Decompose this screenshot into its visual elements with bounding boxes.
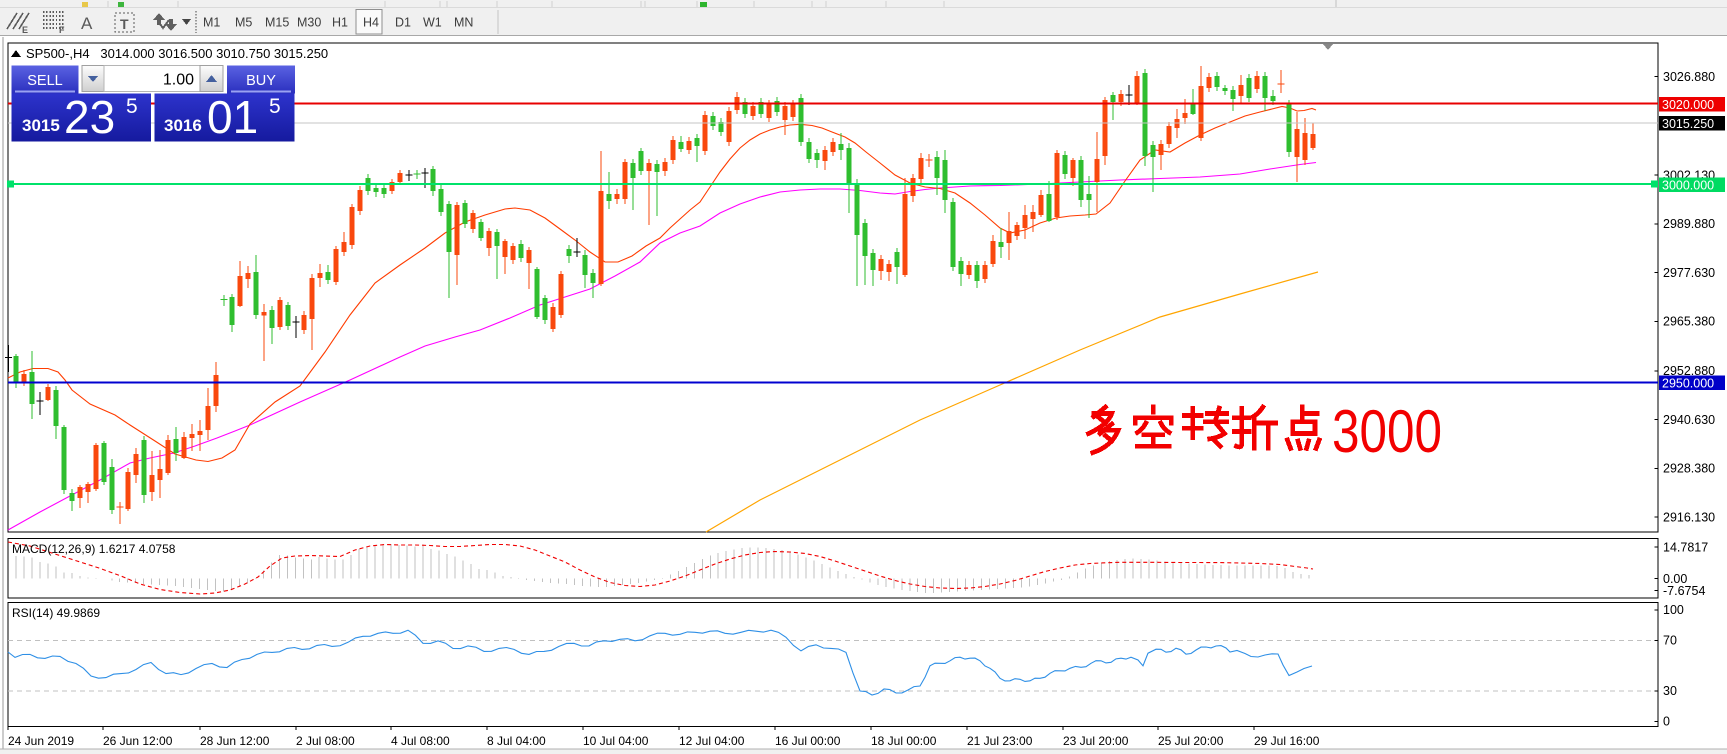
svg-text:RSI(14) 49.9869: RSI(14) 49.9869 — [12, 606, 100, 620]
svg-text:BUY: BUY — [246, 73, 276, 89]
svg-text:3000: 3000 — [1332, 398, 1442, 465]
svg-text:2989.880: 2989.880 — [1663, 217, 1715, 231]
svg-text:2952.880: 2952.880 — [1663, 364, 1715, 378]
svg-text:21 Jul 23:00: 21 Jul 23:00 — [967, 734, 1033, 748]
svg-text:SELL: SELL — [27, 73, 62, 89]
svg-text:M5: M5 — [235, 16, 252, 30]
svg-text:70: 70 — [1663, 634, 1677, 648]
svg-text:3000.000: 3000.000 — [1662, 178, 1714, 192]
svg-text:M1: M1 — [203, 16, 220, 30]
svg-text:W1: W1 — [423, 16, 442, 30]
svg-text:14.7817: 14.7817 — [1663, 540, 1708, 554]
svg-text:H4: H4 — [363, 16, 379, 30]
svg-text:M15: M15 — [265, 16, 289, 30]
svg-text:3015: 3015 — [22, 116, 60, 135]
svg-text:3026.880: 3026.880 — [1663, 70, 1715, 84]
svg-text:2977.630: 2977.630 — [1663, 266, 1715, 280]
svg-text:01: 01 — [207, 91, 258, 143]
svg-text:-7.6754: -7.6754 — [1663, 584, 1705, 598]
svg-text:2965.380: 2965.380 — [1663, 315, 1715, 329]
svg-text:26 Jun 12:00: 26 Jun 12:00 — [103, 734, 173, 748]
svg-text:A: A — [81, 14, 93, 33]
svg-text:D1: D1 — [395, 16, 411, 30]
svg-text:2 Jul 08:00: 2 Jul 08:00 — [296, 734, 355, 748]
svg-text:2916.130: 2916.130 — [1663, 510, 1715, 524]
svg-text:1.00: 1.00 — [163, 72, 194, 89]
svg-text:28 Jun 12:00: 28 Jun 12:00 — [200, 734, 270, 748]
svg-text:25 Jul 20:00: 25 Jul 20:00 — [1158, 734, 1224, 748]
svg-text:3015.250: 3015.250 — [1662, 117, 1714, 131]
svg-text:F: F — [59, 25, 65, 35]
svg-text:8 Jul 04:00: 8 Jul 04:00 — [487, 734, 546, 748]
svg-text:2940.630: 2940.630 — [1663, 413, 1715, 427]
svg-text:H1: H1 — [332, 16, 348, 30]
svg-text:18 Jul 00:00: 18 Jul 00:00 — [871, 734, 937, 748]
svg-text:0: 0 — [1663, 715, 1670, 729]
svg-text:5: 5 — [269, 95, 281, 118]
svg-text:16 Jul 00:00: 16 Jul 00:00 — [775, 734, 841, 748]
svg-text:T: T — [120, 16, 129, 32]
svg-text:29 Jul 16:00: 29 Jul 16:00 — [1254, 734, 1320, 748]
svg-text:10 Jul 04:00: 10 Jul 04:00 — [583, 734, 649, 748]
svg-text:12 Jul 04:00: 12 Jul 04:00 — [679, 734, 745, 748]
svg-text:MACD(12,26,9) 1.6217 4.0758: MACD(12,26,9) 1.6217 4.0758 — [12, 542, 176, 556]
svg-text:E: E — [22, 25, 28, 35]
svg-text:0.00: 0.00 — [1663, 572, 1687, 586]
svg-text:SP500-,H4 3014.000 3016.500: SP500-,H4 3014.000 3016.500 3010.750 301… — [26, 46, 328, 61]
svg-text:2950.000: 2950.000 — [1662, 376, 1714, 390]
svg-text:4 Jul 08:00: 4 Jul 08:00 — [391, 734, 450, 748]
svg-text:5: 5 — [126, 95, 138, 118]
svg-text:3020.000: 3020.000 — [1662, 98, 1714, 112]
svg-text:100: 100 — [1663, 603, 1684, 617]
svg-text:30: 30 — [1663, 684, 1677, 698]
svg-text:23: 23 — [64, 91, 115, 143]
svg-text:M30: M30 — [297, 16, 321, 30]
svg-text:2928.380: 2928.380 — [1663, 462, 1715, 476]
svg-text:MN: MN — [454, 16, 473, 30]
svg-text:3016: 3016 — [164, 116, 202, 135]
svg-text:23 Jul 20:00: 23 Jul 20:00 — [1063, 734, 1129, 748]
svg-text:24 Jun 2019: 24 Jun 2019 — [8, 734, 74, 748]
